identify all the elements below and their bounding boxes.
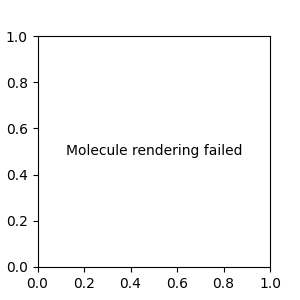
- Text: Molecule rendering failed: Molecule rendering failed: [65, 145, 242, 158]
